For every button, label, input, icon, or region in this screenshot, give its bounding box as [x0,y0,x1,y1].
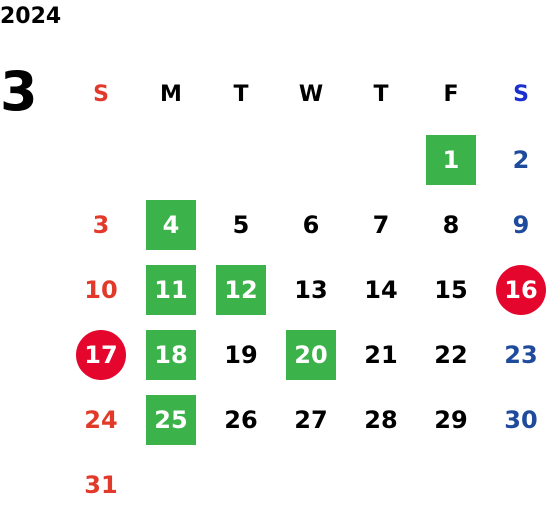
day-cell [136,127,206,192]
day-cell [136,452,206,517]
day-cell: 16 [486,257,548,322]
weekday-header-wed: W [298,82,324,107]
weekday-header-mon: M [160,82,182,107]
day-cell [206,127,276,192]
day-cell [486,452,548,517]
day-cell [206,452,276,517]
day-cell: 27 [294,405,328,434]
month-number: 3 [0,60,38,123]
day-cell: 30 [504,405,538,434]
day-cell: 1 [416,127,486,192]
day-cell [276,452,346,517]
weekday-header-sun: S [93,82,109,107]
day-cell: 31 [84,470,118,499]
day-cell: 23 [504,340,538,369]
day-cell: 13 [294,275,328,304]
year-label: 2024 [0,4,62,29]
day-cell: 26 [224,405,258,434]
day-cell: 25 [136,387,206,452]
day-cell: 18 [136,322,206,387]
day-cell [346,127,416,192]
day-cell: 24 [84,405,118,434]
day-cell [276,127,346,192]
day-cell: 12 [206,257,276,322]
day-cell: 29 [434,405,468,434]
calendar-grid: S M T W T F S 1 2 3 4 5 6 7 8 9 10 11 12… [66,62,548,517]
day-cell [416,452,486,517]
day-cell: 7 [372,210,390,239]
day-cell: 5 [232,210,250,239]
day-cell: 15 [434,275,468,304]
weekday-header-thu: T [373,82,389,107]
day-cell: 21 [364,340,398,369]
day-cell: 9 [512,210,530,239]
day-cell: 10 [84,275,118,304]
day-cell: 8 [442,210,460,239]
day-cell: 11 [136,257,206,322]
weekday-header-tue: T [233,82,249,107]
day-cell: 22 [434,340,468,369]
day-cell [346,452,416,517]
weekday-header-sat: S [513,82,529,107]
day-cell: 17 [66,322,136,387]
day-cell: 19 [224,340,258,369]
day-cell: 3 [92,210,110,239]
day-cell: 6 [302,210,320,239]
day-cell: 14 [364,275,398,304]
day-cell: 28 [364,405,398,434]
day-cell: 2 [512,145,530,174]
day-cell: 20 [276,322,346,387]
day-cell: 4 [136,192,206,257]
day-cell [66,127,136,192]
weekday-header-fri: F [443,82,459,107]
